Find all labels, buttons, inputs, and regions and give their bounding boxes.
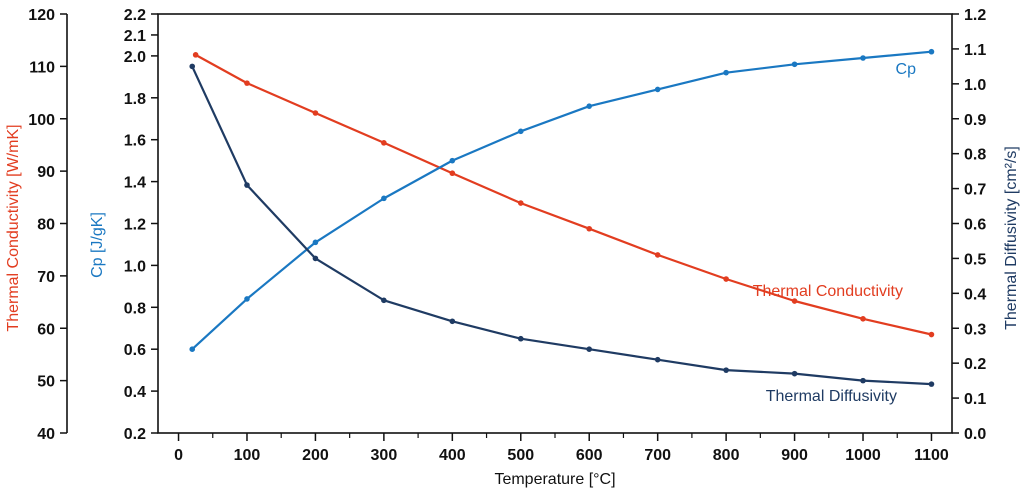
series-label-thermal-diffusivity: Thermal Diffusivity — [766, 388, 897, 405]
y-tick-label-cp: 1.4 — [124, 175, 146, 192]
data-point-cp — [586, 103, 593, 109]
data-point-cp — [723, 69, 729, 76]
data-point-thermal-conductivity — [654, 252, 661, 258]
y-tick-label-k: 110 — [29, 59, 55, 76]
data-point-cp — [791, 61, 798, 68]
data-point-thermal-conductivity — [928, 331, 935, 338]
y-tick-label-cp: 0.4 — [124, 384, 146, 401]
y-tick-label-diff: 1.2 — [964, 7, 986, 24]
y-axis-title-thermal-diffusivity: Thermal Diffusivity [cm²/s] — [1003, 146, 1020, 330]
y-tick-label-diff: 1.1 — [964, 42, 986, 59]
data-point-thermal-conductivity — [586, 225, 593, 232]
data-point-thermal-diffusivity — [189, 63, 196, 70]
x-tick-label: 800 — [713, 447, 740, 464]
data-point-cp — [654, 86, 661, 93]
data-point-thermal-diffusivity — [928, 381, 935, 387]
x-tick-label: 0 — [174, 447, 183, 464]
data-point-thermal-diffusivity — [723, 367, 729, 373]
y-tick-label-diff: 0.2 — [964, 356, 986, 373]
y-tick-label-diff: 0.8 — [964, 147, 986, 164]
y-tick-label-diff: 0.3 — [964, 321, 986, 338]
data-point-thermal-conductivity — [860, 316, 866, 322]
y-tick-label-cp: 2.2 — [124, 7, 146, 24]
series-label-cp: Cp — [896, 61, 917, 78]
y-tick-label-cp: 0.2 — [124, 426, 146, 443]
x-tick-label: 1000 — [845, 447, 881, 464]
x-axis-title: Temperature [°C] — [494, 471, 615, 488]
data-point-thermal-diffusivity — [312, 255, 319, 262]
axes-layer: 40 50 60 70 80 90 100 110 120 0.2 0.4 0.6 0.8 1.0 1.2 1… — [28, 7, 986, 464]
y-tick-label-k: 40 — [37, 426, 55, 443]
y-tick-label-diff: 0.7 — [964, 182, 986, 199]
data-point-thermal-conductivity — [791, 298, 798, 304]
data-point-cp — [928, 48, 935, 55]
y-tick-label-k: 90 — [37, 164, 55, 181]
y-tick-label-diff: 0.9 — [964, 112, 986, 129]
series-line-thermal-diffusivity — [191, 65, 932, 386]
y-tick-label-cp: 1.8 — [124, 91, 146, 108]
data-point-thermal-diffusivity — [654, 356, 661, 363]
data-point-cp — [449, 157, 456, 164]
series-line-cp — [191, 50, 932, 351]
x-tick-label: 400 — [439, 447, 466, 464]
y-tick-label-diff: 0.5 — [964, 251, 986, 268]
y-axis-title-thermal-conductivity: Thermal Conductivity [W/mK] — [5, 124, 22, 331]
y-tick-label-k: 60 — [37, 321, 55, 338]
series-line-thermal-conductivity — [195, 53, 932, 336]
x-tick-label: 200 — [302, 447, 329, 464]
y-tick-label-diff: 0.1 — [964, 391, 986, 408]
data-point-thermal-diffusivity — [586, 346, 593, 353]
data-point-thermal-conductivity — [244, 80, 250, 86]
data-point-thermal-diffusivity — [791, 370, 798, 377]
y-tick-label-cp: 0.8 — [124, 300, 146, 317]
data-point-thermal-conductivity — [449, 170, 456, 177]
y-tick-label-cp: 1.6 — [124, 133, 146, 150]
data-point-cp — [381, 195, 387, 202]
x-tick-label: 600 — [576, 447, 603, 464]
data-point-thermal-conductivity — [517, 200, 524, 206]
x-tick-label: 700 — [644, 447, 671, 464]
series-layer — [189, 48, 935, 387]
data-point-thermal-diffusivity — [381, 297, 387, 304]
y-tick-label-cp: 2.0 — [124, 49, 146, 66]
data-point-cp — [312, 239, 319, 246]
data-point-thermal-conductivity — [381, 140, 387, 146]
data-point-cp — [860, 55, 866, 61]
x-tick-label: 100 — [234, 447, 261, 464]
x-tick-label: 500 — [507, 447, 534, 464]
x-tick-label: 1100 — [914, 447, 949, 464]
y-tick-label-k: 100 — [28, 112, 55, 129]
data-point-cp — [244, 296, 250, 302]
plot-frame — [157, 13, 953, 434]
x-tick-label: 900 — [781, 447, 808, 464]
data-point-thermal-diffusivity — [449, 318, 456, 325]
data-point-thermal-diffusivity — [517, 335, 524, 342]
y-tick-label-cp: 1.0 — [124, 258, 146, 275]
data-point-thermal-diffusivity — [244, 182, 250, 188]
y-tick-label-k: 50 — [37, 374, 55, 391]
data-point-cp — [189, 346, 196, 353]
y-tick-label-diff: 0.4 — [964, 286, 986, 303]
y-tick-label-cp: 0.6 — [124, 342, 146, 359]
y-tick-label-cp: 2.1 — [124, 28, 146, 45]
series-label-thermal-conductivity: Thermal Conductivity — [753, 283, 903, 300]
y-tick-label-k: 80 — [37, 217, 55, 234]
data-point-thermal-conductivity — [312, 110, 319, 116]
data-point-thermal-conductivity — [723, 276, 729, 282]
y-axis-title-cp: Cp [J/gK] — [89, 212, 106, 278]
y-tick-label-k: 120 — [28, 7, 55, 24]
data-point-thermal-conductivity — [192, 52, 199, 58]
y-tick-label-diff: 0.0 — [964, 426, 986, 443]
data-point-thermal-diffusivity — [860, 377, 866, 384]
y-tick-label-k: 70 — [37, 269, 55, 286]
y-tick-label-cp: 1.2 — [124, 217, 146, 234]
y-tick-label-diff: 0.6 — [964, 217, 986, 234]
y-tick-label-diff: 1.0 — [964, 77, 986, 94]
x-tick-label: 300 — [371, 447, 398, 464]
data-point-cp — [517, 128, 524, 135]
